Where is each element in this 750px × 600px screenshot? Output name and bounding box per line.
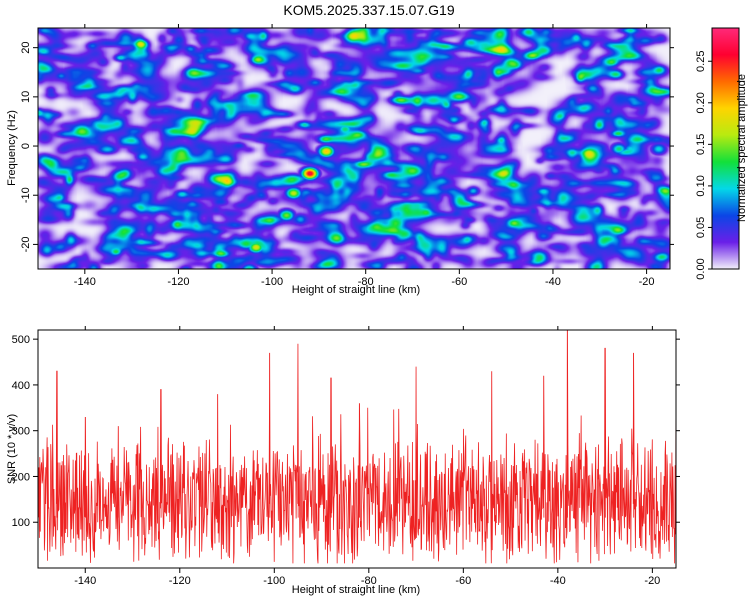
snr-x-tick-label: -60 bbox=[455, 575, 471, 587]
colorbar-scale bbox=[711, 27, 740, 270]
snr-series-line bbox=[38, 330, 676, 564]
snr-x-tick-label: -20 bbox=[644, 575, 660, 587]
snr-y-axis: 100 200 300 400 500 bbox=[12, 334, 680, 529]
snr-x-axis: -140 -120 -100 -80 -60 -40 -20 bbox=[74, 326, 660, 587]
spectrogram-frame bbox=[37, 27, 671, 270]
colorbar: 0.00 0.05 0.10 0.15 0.20 0.25 Normalized spec… bbox=[695, 27, 748, 280]
spectrogram-x-tick-label: -80 bbox=[358, 276, 374, 288]
snr-y-tick-label: 500 bbox=[12, 334, 30, 346]
snr-y-tick-label: 400 bbox=[12, 380, 30, 392]
spectrogram-panel: -140 -120 -100 -80 -60 -40 -20 20 10 0 -10 -20 Hei… bbox=[6, 24, 674, 296]
snr-panel: -140 -120 -100 -80 -60 -40 -20 100 200 300 400 500… bbox=[6, 326, 680, 596]
spectrogram-x-tick-label: -20 bbox=[639, 276, 655, 288]
colorbar-ticks: 0.00 0.05 0.10 0.15 0.20 0.25 bbox=[695, 51, 712, 280]
snr-x-tick-label: -140 bbox=[74, 575, 96, 587]
snr-x-tick-label: -100 bbox=[263, 575, 285, 587]
snr-y-label: SNR (10 * v/v) bbox=[6, 414, 18, 484]
spectrogram-y-tick-label: 10 bbox=[20, 91, 32, 103]
spectrogram-y-tick-label: -10 bbox=[20, 187, 32, 203]
spectrogram-x-tick-label: -120 bbox=[167, 276, 189, 288]
snr-x-tick-label: -40 bbox=[550, 575, 566, 587]
colorbar-tick-label: 0.20 bbox=[695, 92, 707, 113]
snr-y-tick-label: 200 bbox=[12, 471, 30, 483]
spectrogram-x-tick-label: -60 bbox=[451, 276, 467, 288]
spectrogram-x-tick-label: -140 bbox=[74, 276, 96, 288]
colorbar-tick-label: 0.05 bbox=[695, 217, 707, 238]
spectrogram-y-tick-label: 20 bbox=[20, 42, 32, 54]
colorbar-tick-label: 0.25 bbox=[695, 51, 707, 72]
spectrogram-x-tick-label: -100 bbox=[261, 276, 283, 288]
spectrogram-x-tick-label: -40 bbox=[545, 276, 561, 288]
snr-frame bbox=[37, 329, 677, 569]
spectrogram-image bbox=[38, 28, 670, 269]
figure-title: KOM5.2025.337.15.07.G19 bbox=[283, 2, 454, 18]
snr-x-label: Height of straight line (km) bbox=[292, 584, 420, 596]
colorbar-tick-label: 0.00 bbox=[695, 258, 707, 279]
spectrogram-y-tick-label: -20 bbox=[20, 236, 32, 252]
snr-y-tick-label: 100 bbox=[12, 517, 30, 529]
colorbar-label: Normalized spectral amplitude bbox=[736, 74, 748, 222]
spectrogram-y-label: Frequency (Hz) bbox=[6, 110, 18, 186]
snr-y-tick-label: 300 bbox=[12, 426, 30, 438]
snr-x-tick-label: -80 bbox=[361, 575, 377, 587]
spectrogram-y-tick-label: 0 bbox=[20, 143, 32, 149]
spectrogram-x-label: Height of straight line (km) bbox=[292, 284, 420, 296]
colorbar-tick-label: 0.10 bbox=[695, 175, 707, 196]
spectrogram-x-axis: -140 -120 -100 -80 -60 -40 -20 bbox=[74, 24, 655, 288]
colorbar-tick-label: 0.15 bbox=[695, 134, 707, 155]
snr-x-tick-label: -120 bbox=[169, 575, 191, 587]
spectrogram-y-axis: 20 10 0 -10 -20 bbox=[20, 42, 674, 252]
